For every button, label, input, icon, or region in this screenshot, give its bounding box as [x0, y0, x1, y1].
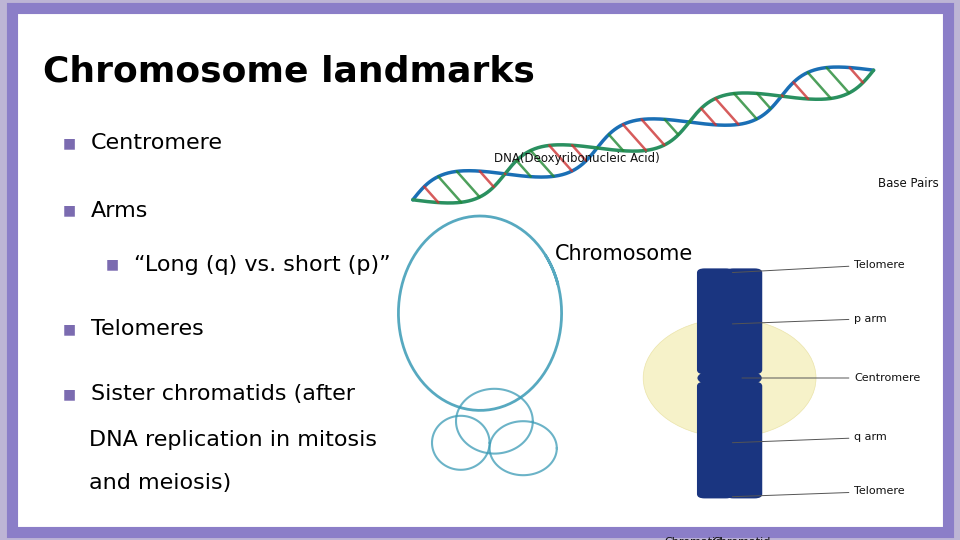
FancyBboxPatch shape: [697, 382, 733, 498]
Ellipse shape: [643, 319, 816, 437]
Text: Telomere: Telomere: [732, 487, 905, 497]
Text: DNA(Deoxyribonucleic Acid): DNA(Deoxyribonucleic Acid): [494, 152, 660, 165]
Text: p arm: p arm: [732, 314, 887, 324]
FancyBboxPatch shape: [697, 268, 733, 374]
Text: Sister chromatids (after: Sister chromatids (after: [91, 384, 355, 404]
Text: ■: ■: [62, 204, 76, 218]
Text: Telomere: Telomere: [732, 260, 905, 273]
Text: Chromatid: Chromatid: [664, 537, 722, 540]
Text: ■: ■: [62, 322, 76, 336]
Text: Telomeres: Telomeres: [91, 319, 204, 340]
Text: Chromatid: Chromatid: [712, 537, 770, 540]
Text: and meiosis): and meiosis): [89, 473, 231, 494]
Ellipse shape: [697, 368, 762, 388]
Text: Arms: Arms: [91, 200, 149, 221]
Text: Centromere: Centromere: [742, 373, 921, 383]
Text: ■: ■: [106, 258, 119, 272]
FancyBboxPatch shape: [12, 8, 948, 532]
Text: ■: ■: [62, 387, 76, 401]
Text: DNA replication in mitosis: DNA replication in mitosis: [89, 430, 377, 450]
Text: Base Pairs: Base Pairs: [878, 177, 939, 190]
Text: “Long (q) vs. short (p)”: “Long (q) vs. short (p)”: [134, 254, 391, 275]
Text: ■: ■: [62, 136, 76, 150]
Text: q arm: q arm: [732, 433, 887, 443]
Text: Chromosome: Chromosome: [555, 244, 693, 264]
Text: Chromosome landmarks: Chromosome landmarks: [43, 54, 535, 88]
FancyBboxPatch shape: [726, 268, 762, 374]
Text: Centromere: Centromere: [91, 133, 223, 153]
FancyBboxPatch shape: [726, 382, 762, 498]
